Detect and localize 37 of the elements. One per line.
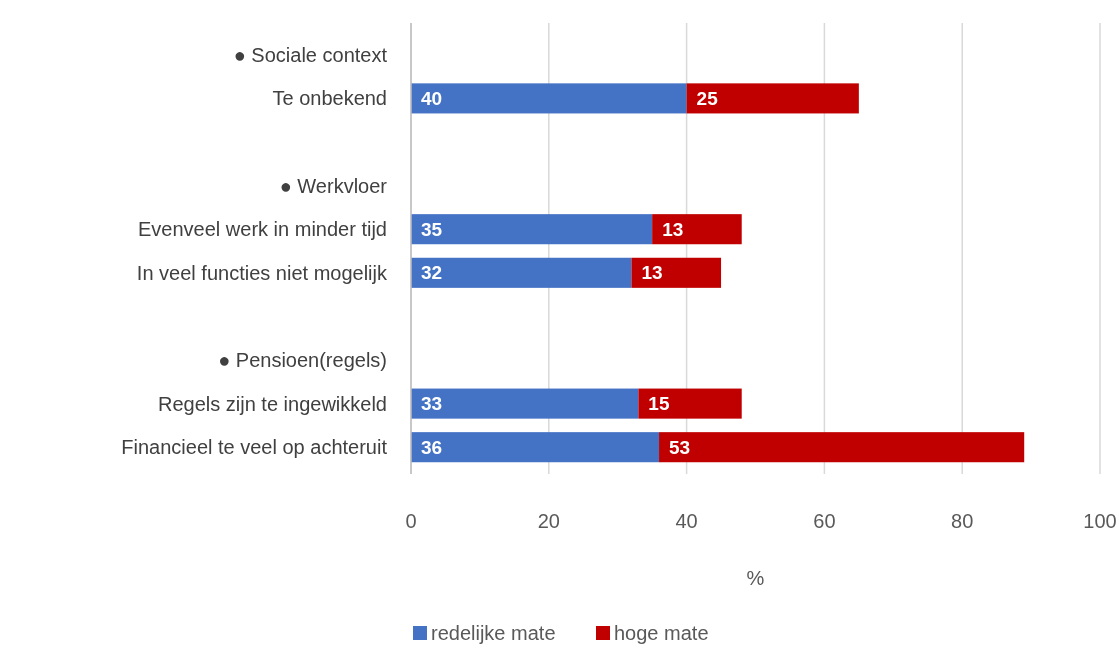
y-tick-label: Financieel te veel op achteruit: [121, 436, 388, 459]
y-tick-label: In veel functies niet mogelijk: [136, 261, 388, 284]
x-tick-label: 40: [675, 510, 698, 532]
bar: [411, 83, 687, 114]
data-label: 33: [421, 393, 443, 415]
x-tick-label: 20: [537, 510, 560, 532]
x-tick-label: 100: [1083, 510, 1117, 532]
bar: [411, 432, 660, 463]
data-label: 40: [421, 88, 443, 110]
x-tick-label: 60: [813, 510, 836, 532]
data-label: 13: [641, 262, 663, 284]
bar: [411, 388, 639, 419]
x-tick-label: 0: [405, 510, 417, 532]
y-tick-label: ● Pensioen(regels): [218, 349, 387, 371]
y-tick-label: ● Werkvloer: [279, 174, 388, 197]
bar: [411, 257, 632, 288]
legend-label: hoge mate: [614, 622, 709, 644]
bar: [631, 257, 722, 288]
y-tick-label: Evenveel werk in minder tijd: [138, 218, 387, 241]
bar: [638, 388, 742, 419]
y-tick-label: Te onbekend: [272, 87, 387, 110]
y-tick-label: Regels zijn te ingewikkeld: [157, 392, 387, 415]
data-label: 32: [421, 262, 443, 284]
x-axis-title: %: [746, 567, 765, 589]
data-label: 36: [421, 436, 443, 458]
y-tick-label: ● Sociale context: [233, 43, 388, 66]
data-label: 15: [648, 393, 670, 415]
data-label: 53: [669, 436, 691, 458]
bar: [411, 214, 653, 245]
x-tick-label: 80: [951, 510, 974, 532]
data-label: 13: [662, 218, 684, 240]
bar: [686, 83, 859, 114]
bar: [652, 214, 742, 245]
data-label: 25: [696, 88, 719, 110]
data-label: 35: [421, 218, 443, 240]
bar: [659, 432, 1025, 463]
legend-label: redelijke mate: [431, 622, 556, 644]
